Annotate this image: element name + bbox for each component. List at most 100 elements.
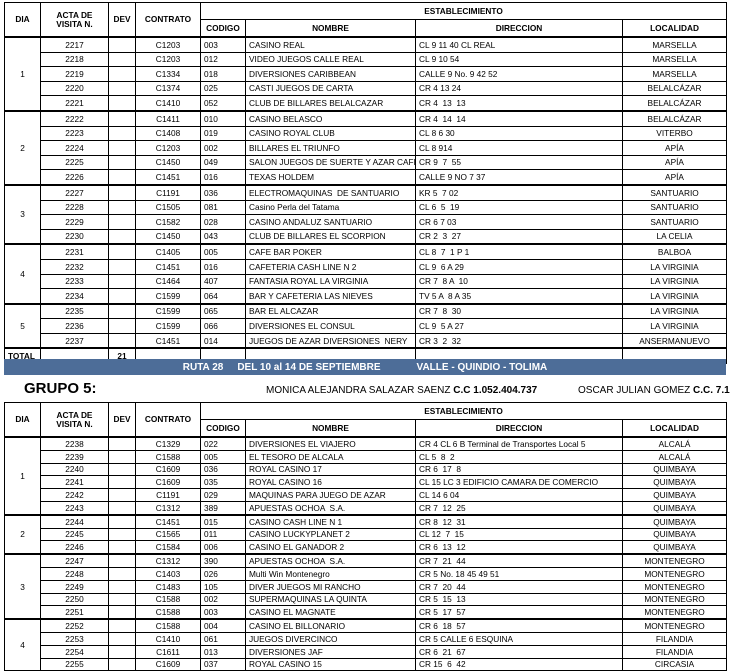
code: 006 [200,540,246,555]
visit-number: 2239 [40,449,109,464]
locality: LA VIRGINIA [621,288,728,305]
visit-number: 2232 [40,258,109,275]
visits-table: DIA ACTA DE VISITA N. DEV CONTRATO ESTABLECI… [4,402,728,671]
day: 5 [4,303,41,349]
dev [108,514,136,529]
address: KR 5 7 02 [415,184,623,201]
contract: C1582 [135,214,201,230]
contract: C1609 [135,475,201,490]
visit-number: 2233 [40,273,109,290]
locality: MARSELLA [621,66,728,82]
visit-number: 2220 [40,80,109,97]
code: 010 [200,110,246,127]
dev [108,462,136,477]
visit-row: 2218 C1203 012 VIDEO JUEGOS CALLE REAL CL 9 … [5,51,728,68]
code: 025 [200,80,246,97]
column-header: NOMBRE [245,419,416,438]
name: ROYAL CASINO 17 [245,462,416,477]
address: CALLE 9 NO 7 37 [415,169,623,186]
code: 019 [200,125,246,142]
day: 2 [4,514,41,555]
code: 014 [200,332,246,349]
table-header: DIA ACTA DE VISITA N. DEV CONTRATO ESTABLECI… [4,2,728,38]
dev [108,553,136,568]
contract: C1588 [135,592,201,607]
visit-row: 2221 C1410 052 CLUB DE BILLARES BELALCAZAR C… [5,95,728,112]
code: 003 [200,36,246,53]
column-header: CODIGO [200,19,246,38]
visits-table: DIA ACTA DE VISITA N. DEV CONTRATO ESTABLECI… [4,2,728,365]
code: 407 [200,273,246,290]
route-banner: RUTA 28 DEL 10 al 14 DE SEPTIEMBRE VALLE… [4,359,726,375]
visit-number: 2223 [40,125,109,142]
locality: QUIMBAYA [621,540,728,555]
locality: QUIMBAYA [621,462,728,477]
code: 036 [200,184,246,201]
name: DIVER JUEGOS MI RANCHO [245,579,416,594]
member-id: C.C 1.052.404.737 [453,385,538,396]
region: VALLE - QUINDIO - TOLIMA [416,361,548,373]
address: CR 4 CL 6 B Terminal de Transportes Loca… [415,436,623,451]
locality: BALBOA [621,243,728,260]
visit-row: 2249 C1483 105 DIVER JUEGOS MI RANCHO CR 7 2… [5,579,728,594]
name: DIVERSIONES EL VIAJERO [245,436,416,451]
visit-row: 2225 C1450 049 SALON JUEGOS DE SUERTE Y AZA… [5,154,728,171]
contract: C1374 [135,80,201,97]
table-header: DIA ACTA DE VISITA N. DEV CONTRATO ESTABLECI… [4,402,728,438]
visit-row: 4 2252 C1588 004 CASINO EL BILLONARIO CR 6 18… [4,618,728,671]
code: 105 [200,579,246,594]
name: DIVERSIONES EL CONSUL [245,318,416,334]
dev [108,449,136,464]
visit-number: 2221 [40,95,109,112]
name: CASINO ROYAL CLUB [245,125,416,142]
address: CR 5 No. 18 45 49 51 [415,566,623,581]
name: CASTI JUEGOS DE CARTA [245,80,416,97]
contract: C1203 [135,51,201,68]
visit-row: 3 2247 C1312 390 APUESTAS OCHOA S.A. CR 7 21 … [4,553,728,620]
address: CL 6 5 19 [415,199,623,216]
name: ROYAL CASINO 15 [245,657,416,671]
day: 4 [4,618,41,671]
name: CASINO REAL [245,36,416,53]
address: CL 9 6 A 29 [415,258,623,275]
name: JUEGOS DIVERCINCO [245,631,416,646]
visit-number: 2217 [40,36,109,53]
contract: C1609 [135,657,201,671]
contract: C1312 [135,553,201,568]
day-group: 2 2244 C1451 015 CASINO CASH LINE N 1 CR 8 12… [4,514,728,555]
name: APUESTAS OCHOA S.A. [245,500,416,516]
dates: DEL 10 al 14 DE SEPTIEMBRE [237,361,381,373]
dev [108,657,136,671]
column-header: ACTA DE VISITA N. [40,402,109,438]
name: CLUB DE BILLARES EL SCORPION [245,228,416,245]
locality: ALCALÁ [621,436,728,451]
code: 036 [200,462,246,477]
visit-row: 2250 C1588 002 SUPERMAQUINAS LA QUINTA CR 5 … [5,592,728,607]
locality: FILANDIA [621,644,728,659]
locality: BELALCÁZAR [621,80,728,97]
dev [108,631,136,646]
visit-number: 2242 [40,488,109,502]
name: SALON JUEGOS DE SUERTE Y AZAR CAFE N [245,154,416,171]
dev [108,228,136,245]
name: DIVERSIONES JAF [245,644,416,659]
visit-row: 2245 C1565 011 CASINO LUCKYPLANET 2 CL 12 7 … [5,527,728,542]
code: 049 [200,154,246,171]
address: CR 7 8 A 10 [415,273,623,290]
contract: C1408 [135,125,201,142]
code: 002 [200,140,246,156]
locality: SANTUARIO [621,184,728,201]
contract: C1450 [135,228,201,245]
name: CASINO CASH LINE N 1 [245,514,416,529]
address: CL 15 LC 3 EDIFICIO CAMARA DE COMERCIO [415,475,623,490]
dev [108,592,136,607]
locality: MARSELLA [621,51,728,68]
column-header: LOCALIDAD [621,19,728,38]
header-row: DIA ACTA DE VISITA N. DEV CONTRATO ESTABLECI… [4,402,728,438]
dev [108,199,136,216]
contract: C1191 [135,488,201,502]
member-name: MONICA ALEJANDRA SALAZAR SAENZ [266,385,451,396]
address: CR 6 13 12 [415,540,623,555]
locality: QUIMBAYA [621,475,728,490]
